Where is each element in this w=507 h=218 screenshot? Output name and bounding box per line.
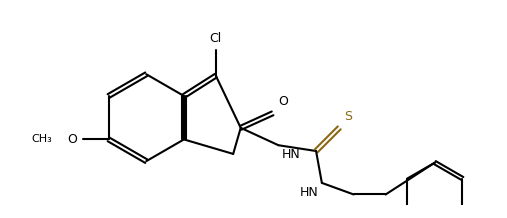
Text: S: S [344, 110, 352, 123]
Text: HN: HN [300, 186, 319, 199]
Text: CH₃: CH₃ [31, 135, 52, 145]
Text: O: O [278, 95, 288, 107]
Text: Cl: Cl [210, 32, 222, 45]
Text: HN: HN [281, 148, 300, 161]
Text: O: O [67, 133, 77, 146]
